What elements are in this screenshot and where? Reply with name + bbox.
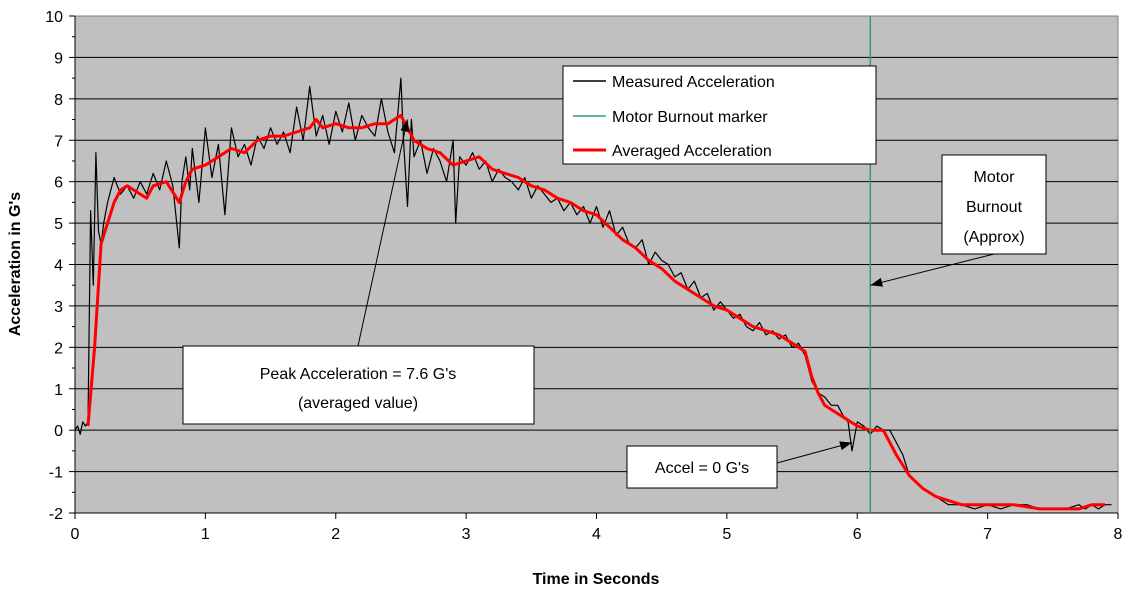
x-tick-label: 3 (462, 526, 471, 543)
x-tick-label: 2 (331, 526, 340, 543)
annotation-text-line: Motor (974, 169, 1016, 186)
legend-label-measured: Measured Acceleration (612, 74, 775, 91)
y-tick-label: 6 (54, 175, 63, 192)
annotation-text-line: Peak Acceleration = 7.6 G's (260, 366, 457, 383)
annotation-peak: Peak Acceleration = 7.6 G's (averaged va… (182, 119, 535, 425)
y-tick-label: 3 (54, 299, 63, 316)
y-tick-label: 0 (54, 423, 63, 440)
y-tick-label: 1 (54, 382, 63, 399)
y-tick-label: 4 (54, 258, 63, 275)
annotation-text-line: (averaged value) (298, 395, 418, 412)
annotation-text-line: Burnout (966, 199, 1023, 216)
x-tick-label: 0 (71, 526, 80, 543)
legend-box (562, 65, 877, 165)
y-tick-label: 2 (54, 340, 63, 357)
x-tick-label: 1 (201, 526, 210, 543)
averaged-acceleration-line (86, 113, 1105, 511)
annotation-text-line: (Approx) (963, 229, 1024, 246)
legend-label-averaged: Averaged Acceleration (612, 143, 772, 160)
arrowhead (870, 277, 884, 287)
x-tick-label: 4 (592, 526, 601, 543)
x-tick-label: 7 (983, 526, 992, 543)
y-tick-label: -2 (49, 506, 63, 523)
x-tick-label: 6 (853, 526, 862, 543)
annotation-text-line: Accel = 0 G's (655, 460, 749, 477)
y-tick-label: 5 (54, 216, 63, 233)
annotation-arrow (776, 442, 853, 464)
legend-label-burnout-marker: Motor Burnout marker (612, 109, 768, 126)
x-axis: 0 1 2 3 4 5 6 7 8 (71, 512, 1123, 543)
arrowhead (400, 119, 410, 133)
y-tick-label: 10 (45, 9, 63, 26)
annotation-box (626, 445, 778, 489)
legend: Measured Acceleration Motor Burnout mark… (562, 65, 877, 165)
y-axis: -2 -1 0 1 2 3 4 5 6 7 8 9 10 (45, 9, 76, 523)
annotation-arrow (357, 119, 408, 347)
series-layer (74, 77, 1112, 511)
annotation-box (941, 154, 1047, 255)
x-tick-label: 5 (722, 526, 731, 543)
arrowhead (839, 441, 853, 451)
annotation-zero-accel: Accel = 0 G's (626, 441, 853, 489)
y-tick-label: 8 (54, 92, 63, 109)
y-tick-label: -1 (49, 465, 63, 482)
y-axis-title: Acceleration in G's (7, 192, 24, 336)
annotation-motor-burnout: Motor Burnout (Approx) (870, 154, 1047, 287)
annotation-arrow (870, 253, 995, 286)
y-tick-label: 9 (54, 50, 63, 67)
y-tick-label: 7 (54, 133, 63, 150)
x-axis-title: Time in Seconds (533, 571, 660, 588)
x-tick-label: 8 (1114, 526, 1123, 543)
annotation-box (182, 345, 535, 425)
